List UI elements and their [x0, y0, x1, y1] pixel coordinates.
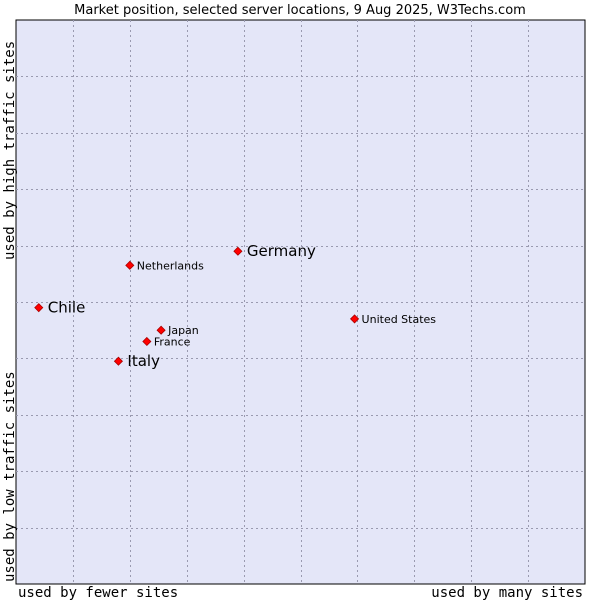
y-axis-label-bottom: used by low traffic sites [2, 371, 18, 582]
point-marker-united-states [349, 314, 360, 324]
point-marker-italy [113, 356, 123, 366]
chart-title: Market position, selected server locatio… [74, 3, 526, 18]
point-label-italy: Italy [127, 352, 160, 370]
point-marker-netherlands [125, 260, 135, 270]
grid-lines [16, 20, 585, 584]
point-label-netherlands: Netherlands [137, 259, 204, 272]
point-label-france: France [154, 335, 191, 348]
point-label-japan: Japan [167, 324, 199, 337]
point-label-germany: Germany [247, 242, 316, 260]
data-points: Germany Netherlands Chile United States Japa… [34, 242, 437, 370]
point-marker-japan [156, 325, 166, 335]
point-label-chile: Chile [48, 299, 86, 317]
plot-area [15, 19, 586, 585]
x-axis-label-left: used by fewer sites [18, 585, 178, 600]
y-axis-label-top: used by high traffic sites [2, 41, 18, 260]
point-marker-chile [34, 303, 44, 313]
point-marker-france [142, 336, 152, 347]
point-label-united-states: United States [362, 313, 437, 326]
x-axis-label-right: used by many sites [431, 585, 583, 600]
point-marker-germany [233, 246, 243, 256]
